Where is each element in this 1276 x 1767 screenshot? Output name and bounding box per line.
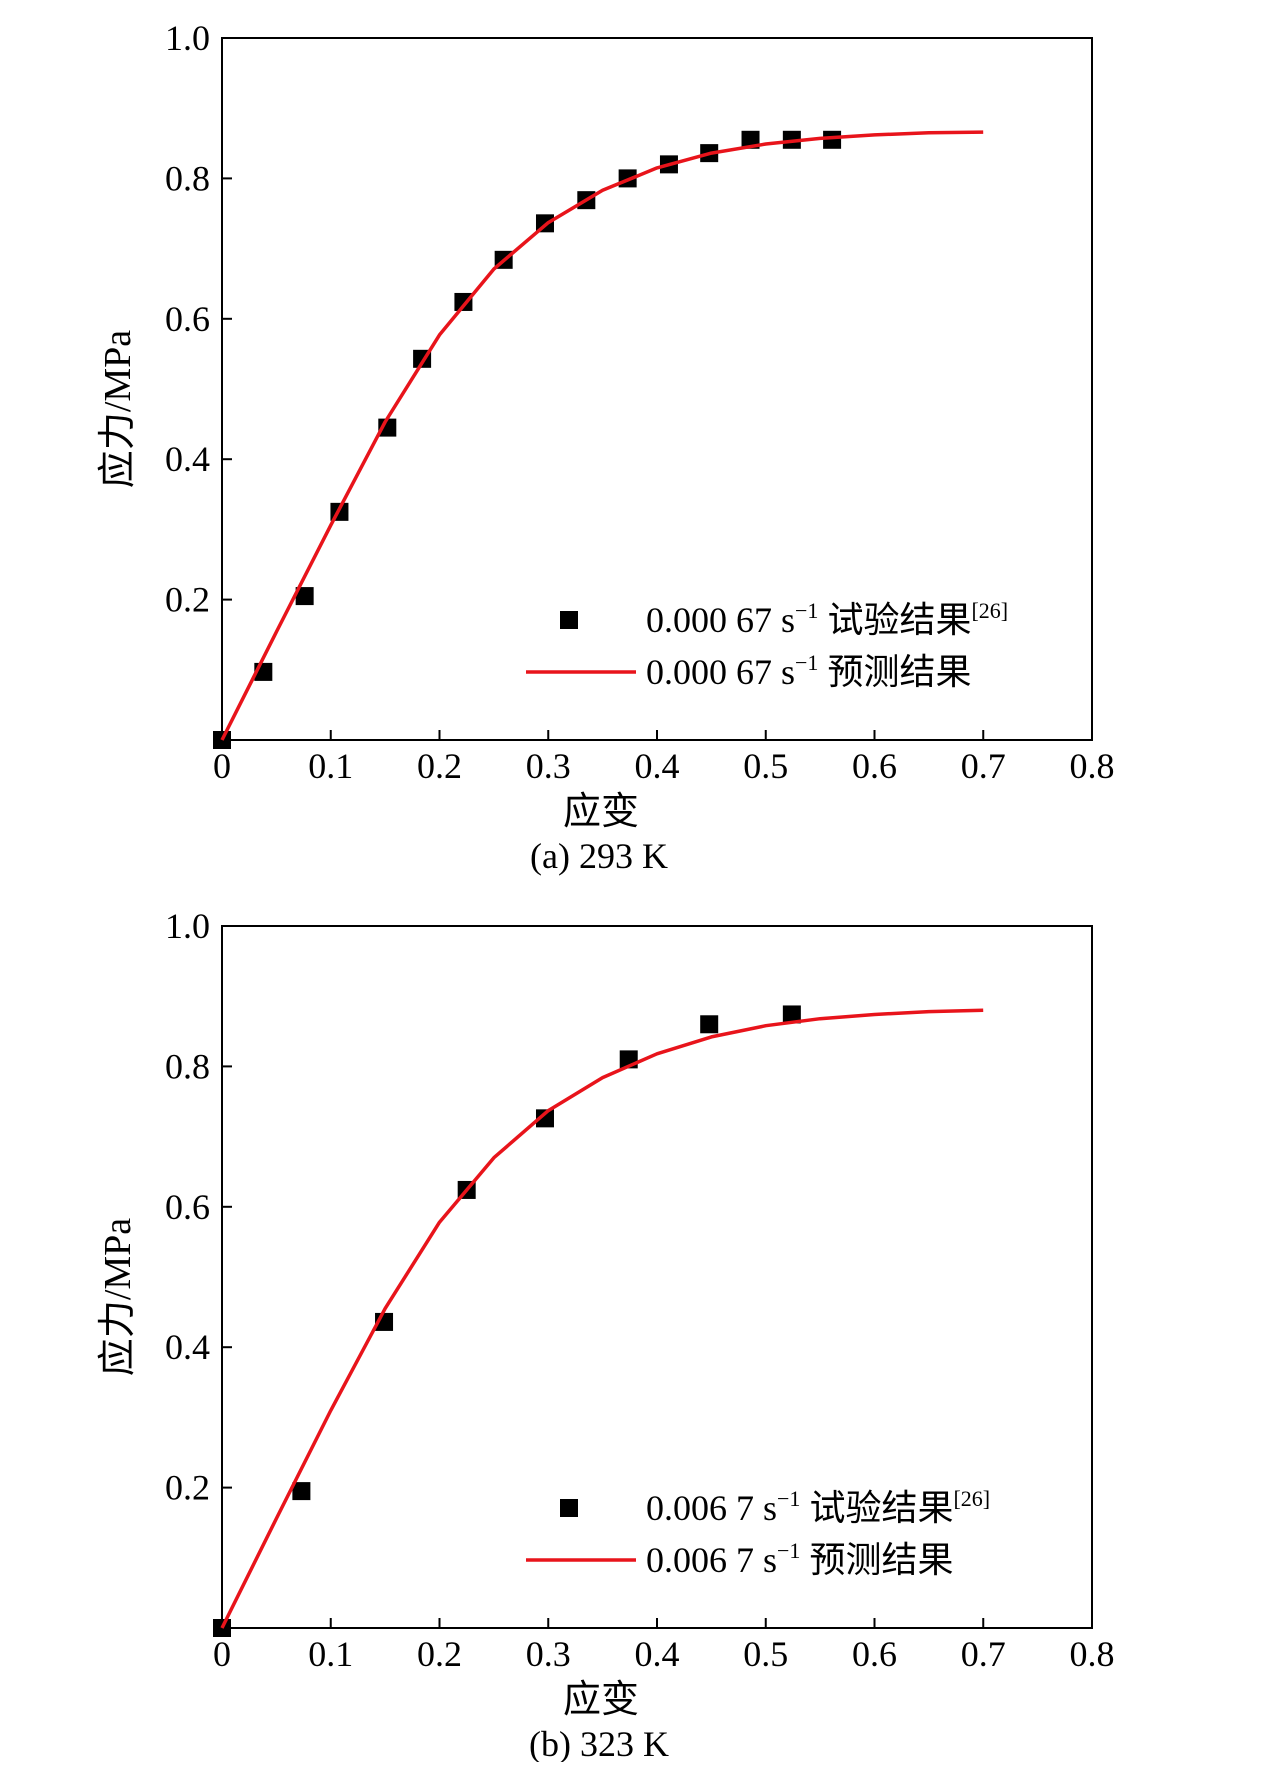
legend-text: 预测结果 xyxy=(800,1540,953,1580)
x-tick-label: 0.4 xyxy=(635,1634,680,1674)
y-axis-label: 应力/MPa xyxy=(97,330,139,488)
y-tick-label: 1.0 xyxy=(165,18,210,58)
legend-exponent: −1 xyxy=(777,1486,800,1511)
legend-label: 0.006 7 s−1 预测结果 xyxy=(646,1538,953,1580)
y-tick-label: 0.6 xyxy=(165,299,210,339)
data-point xyxy=(295,587,314,606)
prediction-line xyxy=(220,130,984,741)
legend-reference: [26] xyxy=(971,598,1008,623)
x-tick-label: 0.5 xyxy=(743,746,788,786)
chart-panel-b: 0 0.1 0.2 0.3 0.4 0.5 0.6 0.7 0.8 0.2 0.4 0.6 0.8 1.0… xyxy=(97,906,1115,1764)
legend-rate: 0.000 67 s xyxy=(646,600,795,640)
y-tick-label: 0.2 xyxy=(165,1468,210,1508)
x-tick-label: 0 xyxy=(213,746,231,786)
legend-label: 0.000 67 s−1 试验结果[26] xyxy=(646,598,1008,640)
x-tick-label: 0.7 xyxy=(961,1634,1006,1674)
legend-exponent: −1 xyxy=(795,650,818,675)
chart-panel-a: 0 0.1 0.2 0.3 0.4 0.5 0.6 0.7 0.8 0.2 0.4 0.6 0.8 1.0… xyxy=(97,18,1115,876)
x-tick-label: 0.1 xyxy=(308,746,353,786)
y-tick-label: 0.4 xyxy=(165,439,210,479)
x-axis-label: 应变 xyxy=(563,1679,639,1721)
legend-reference: [26] xyxy=(953,1486,990,1511)
y-axis-label: 应力/MPa xyxy=(97,1218,139,1376)
x-tick-label: 0.8 xyxy=(1070,746,1115,786)
legend-text: 试验结果 xyxy=(818,600,971,640)
y-tick-label: 0.8 xyxy=(165,158,210,198)
x-tick-label: 0.3 xyxy=(526,1634,571,1674)
data-point xyxy=(782,1005,801,1024)
x-tick-label: 0 xyxy=(213,1634,231,1674)
x-tick-label: 0.7 xyxy=(961,746,1006,786)
y-tick-label: 0.8 xyxy=(165,1046,210,1086)
legend-rate: 0.000 67 s xyxy=(646,652,795,692)
panel-caption: (b) 323 K xyxy=(529,1724,669,1762)
legend-rate: 0.006 7 s xyxy=(646,1540,777,1580)
x-axis-label: 应变 xyxy=(563,791,639,833)
data-point xyxy=(292,1482,311,1501)
legend: 0.006 7 s−1 试验结果[26]0.006 7 s−1 预测结果 xyxy=(526,1486,990,1580)
legend-text: 预测结果 xyxy=(818,652,971,692)
y-tick-label: 0.2 xyxy=(165,580,210,620)
data-point xyxy=(454,292,473,311)
data-point xyxy=(823,130,842,149)
data-point xyxy=(700,1015,719,1034)
x-tick-label: 0.6 xyxy=(852,746,897,786)
legend-text: 试验结果 xyxy=(800,1488,953,1528)
panel-caption: (a) 293 K xyxy=(530,836,668,876)
legend-label: 0.000 67 s−1 预测结果 xyxy=(646,650,971,692)
y-tick-label: 0.6 xyxy=(165,1187,210,1227)
x-tick-label: 0.6 xyxy=(852,1634,897,1674)
x-tick-label: 0.3 xyxy=(526,746,571,786)
legend-exponent: −1 xyxy=(777,1538,800,1563)
legend-square-swatch xyxy=(560,1499,578,1517)
legend-rate: 0.006 7 s xyxy=(646,1488,777,1528)
x-tick-label: 0.2 xyxy=(417,746,462,786)
legend-label: 0.006 7 s−1 试验结果[26] xyxy=(646,1486,990,1528)
x-tick-label: 0.2 xyxy=(417,1634,462,1674)
prediction-line xyxy=(220,1008,984,1629)
x-tick-label: 0.4 xyxy=(635,746,680,786)
legend: 0.000 67 s−1 试验结果[26]0.000 67 s−1 预测结果 xyxy=(526,598,1008,692)
x-tick-label: 0.1 xyxy=(308,1634,353,1674)
legend-square-swatch xyxy=(560,611,578,629)
y-tick-label: 0.4 xyxy=(165,1327,210,1367)
y-tick-label: 1.0 xyxy=(165,906,210,946)
x-tick-label: 0.8 xyxy=(1070,1634,1115,1674)
x-tick-label: 0.5 xyxy=(743,1634,788,1674)
data-point xyxy=(535,1109,554,1128)
legend-exponent: −1 xyxy=(795,598,818,623)
